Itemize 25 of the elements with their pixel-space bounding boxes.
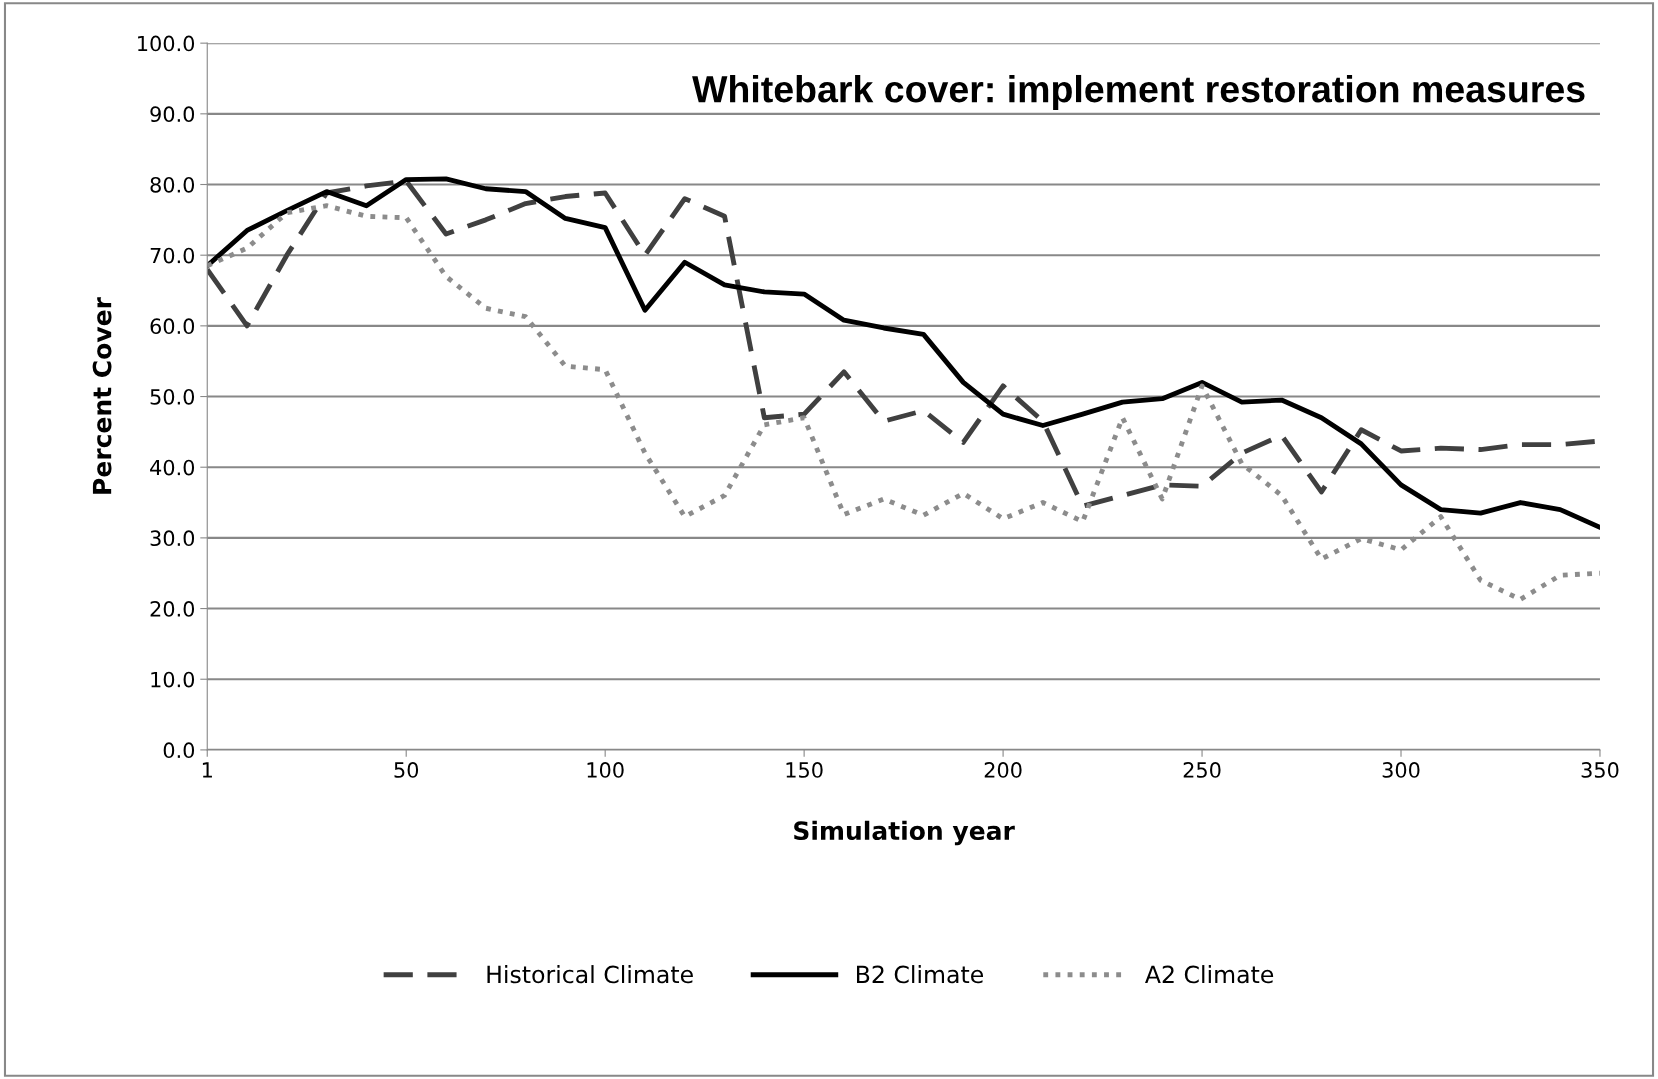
- legend-label: A2 Climate: [1145, 965, 1274, 984]
- x-tick-label: 1: [202, 762, 212, 778]
- y-tick-label: 100.0: [138, 35, 195, 52]
- y-tick-label: 80.0: [150, 176, 195, 193]
- x-axis-title: Simulation year: [794, 820, 1015, 846]
- text: Whitebark cover: implement restoration measures: [692, 74, 1585, 110]
- y-tick-label: 50.0: [150, 388, 195, 405]
- x-tick-label: 100: [587, 762, 624, 778]
- y-tick-label: 0.0: [163, 742, 195, 759]
- y-tick-label: 90.0: [150, 106, 195, 123]
- legend-label: B2 Climate: [857, 965, 984, 984]
- x-tick-label: 250: [1183, 762, 1221, 778]
- y-tick-label: 40.0: [150, 459, 195, 476]
- y-axis-title: Percent Cover: [92, 297, 112, 494]
- y-tick-label: 20.0: [150, 601, 195, 617]
- x-tick-label: 300: [1382, 762, 1420, 778]
- legend-label: Historical Climate: [487, 965, 693, 984]
- x-tick-label: 50: [394, 762, 419, 778]
- y-tick-label: 70.0: [150, 247, 195, 264]
- y-tick-label: 60.0: [150, 318, 195, 335]
- x-tick-label: 350: [1581, 762, 1619, 778]
- y-tick-label: 10.0: [151, 671, 195, 688]
- x-tick-label: 200: [984, 762, 1022, 778]
- x-tick-label: 150: [786, 762, 823, 778]
- y-tick-label: 30.0: [150, 530, 195, 547]
